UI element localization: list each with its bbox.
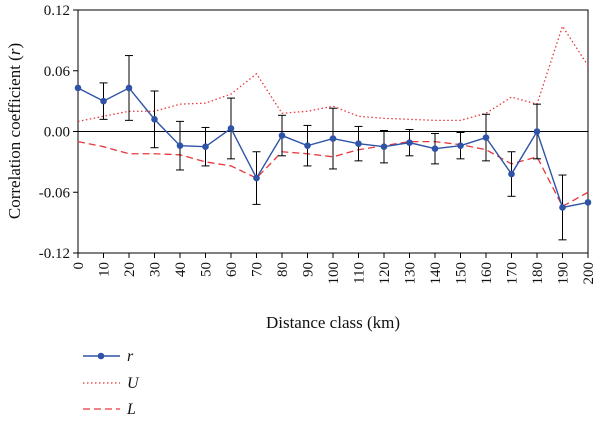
y-tick-label: 0.00: [44, 125, 70, 141]
legend-item-l: L: [83, 401, 136, 418]
y-axis-title: Correlation coefficient (r): [5, 43, 24, 219]
series-r-point: [125, 84, 133, 92]
series-r-point: [227, 125, 235, 132]
series-r-point: [457, 142, 464, 149]
series-r: [74, 84, 592, 211]
y-tick-label: -0.12: [39, 246, 70, 262]
x-tick-label: 120: [377, 262, 393, 285]
series-l: [77, 140, 589, 208]
x-tick-label: 130: [403, 262, 419, 285]
series-r-point: [329, 135, 337, 142]
error-bars: [99, 55, 567, 241]
legend: r U L: [83, 348, 140, 418]
x-tick-label: 100: [326, 262, 342, 285]
series-r-point: [74, 84, 82, 92]
y-tick-label: 0.06: [44, 64, 71, 80]
y-tick-label: -0.06: [39, 185, 71, 201]
y-axis-title-suffix: ): [5, 43, 24, 49]
x-tick-label: 50: [199, 262, 215, 277]
series-l-line: [77, 140, 589, 208]
x-axis: 0 10 20 30 40 50 60 70 80 90 100 110 120 130 140 150 160…: [71, 253, 597, 285]
x-tick-label: 10: [97, 262, 113, 277]
series-r-point: [202, 143, 209, 150]
series-r-point: [431, 145, 439, 153]
series-r-point: [304, 142, 311, 149]
x-tick-label: 40: [173, 262, 189, 277]
series-r-point: [508, 170, 515, 178]
series-r-point: [584, 199, 592, 206]
x-tick-label: 110: [352, 262, 368, 284]
x-tick-label: 90: [301, 262, 317, 277]
x-tick-label: 180: [530, 262, 546, 285]
series-r-point: [559, 204, 566, 211]
x-tick-label: 60: [224, 262, 240, 277]
x-tick-label: 30: [148, 262, 164, 277]
x-tick-label: 80: [275, 262, 291, 277]
series-r-point: [253, 174, 260, 182]
series-r-point: [482, 134, 490, 141]
series-r-point: [406, 139, 413, 146]
x-tick-label: 170: [505, 262, 521, 285]
legend-label-u: U: [127, 375, 140, 392]
x-tick-label: 70: [250, 262, 266, 277]
x-tick-label: 0: [71, 262, 87, 270]
y-tick-label: 0.12: [44, 3, 70, 19]
x-axis-title: Distance class (km): [266, 313, 400, 332]
series-r-point: [380, 143, 388, 150]
x-tick-label: 20: [122, 262, 138, 277]
series-r-point: [278, 132, 286, 139]
series-r-point: [151, 116, 158, 123]
x-tick-label: 140: [428, 262, 444, 285]
y-axis: -0.12 -0.06 0.00 0.06 0.12: [39, 3, 78, 262]
legend-item-r: r: [83, 348, 134, 365]
x-tick-label: 190: [556, 262, 572, 285]
series-r-point: [100, 97, 107, 105]
y-axis-title-prefix: Correlation coefficient (: [5, 55, 24, 219]
x-tick-label: 200: [581, 262, 597, 285]
series-r-point: [355, 140, 362, 147]
y-axis-title-var: r: [5, 48, 24, 55]
series-r-point: [176, 142, 184, 149]
legend-label-l: L: [126, 401, 136, 418]
legend-item-u: U: [83, 375, 140, 392]
legend-marker-r: [97, 352, 105, 360]
series-r-point: [533, 128, 541, 135]
x-tick-label: 160: [479, 262, 495, 285]
x-tick-label: 150: [454, 262, 470, 285]
legend-label-r: r: [127, 348, 134, 365]
